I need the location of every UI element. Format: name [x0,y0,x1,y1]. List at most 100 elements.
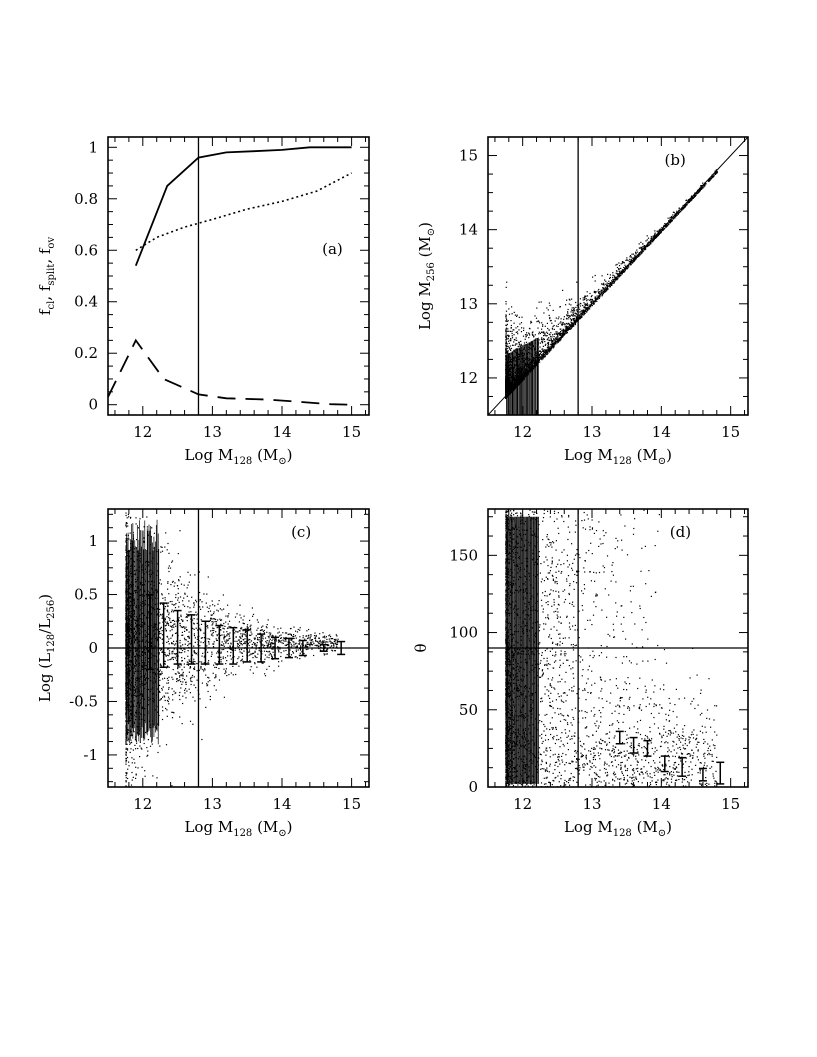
scatter-point [633,260,635,262]
x-tick-label: 15 [721,423,740,441]
scatter-point [517,368,520,370]
scatter-point [574,319,576,321]
scatter-point [691,198,693,200]
scatter-point [646,235,648,237]
scatter-point [521,350,523,352]
scatter-point [203,632,205,634]
scatter-point [572,312,574,314]
scatter-point [160,649,162,651]
scatter-point [560,337,562,339]
scatter-point [552,334,554,336]
scatter-point [184,648,186,650]
scatter-point [222,656,224,658]
scatter-point [672,218,674,220]
scatter-point [177,664,179,666]
scatter-point [672,214,674,216]
scatter-point [255,646,257,648]
scatter-point [609,276,611,279]
scatter-point [159,699,161,701]
scatter-point [529,334,531,336]
scatter-point [223,635,225,638]
scatter-point [318,642,320,645]
scatter-point [126,739,128,741]
scatter-point [604,290,606,292]
scatter-point [223,645,225,647]
scatter-point [537,327,539,329]
scatter-point [139,745,141,747]
scatter-point [311,644,313,646]
scatter-point [665,225,667,227]
scatter-point [642,243,644,245]
scatter-point [551,327,553,329]
scatter-point [171,609,173,611]
panel-label-b: (b) [665,151,686,169]
scatter-point [621,261,624,263]
scatter-point [598,292,600,294]
scatter-point [334,640,336,642]
scatter-point [594,291,596,293]
scatter-point [521,354,523,356]
scatter-point [547,338,549,340]
scatter-point [128,538,130,540]
scatter-point [615,276,617,278]
scatter-point [297,628,299,631]
scatter-point [630,259,632,261]
scatter-point [126,540,128,542]
scatter-point [584,303,586,305]
scatter-point [280,634,282,636]
scatter-point [200,663,202,665]
scatter-point [616,279,618,281]
scatter-point [542,332,544,334]
scatter-point [519,379,521,381]
scatter-point [512,344,514,346]
scatter-point [611,284,613,286]
scatter-point [680,211,682,213]
scatter-point [178,617,180,619]
scatter-point [533,335,535,337]
scatter-point [583,306,585,308]
scatter-point [206,593,208,595]
scatter-point [607,288,609,290]
scatter-point [645,248,647,250]
scatter-point [568,298,570,300]
scatter-point [699,190,701,192]
scatter-point [188,611,190,613]
scatter-point [282,642,284,644]
scatter-point [293,634,295,636]
scatter-point [570,314,573,316]
scatter-point [542,348,544,350]
scatter-point [179,576,181,578]
scatter-point [299,642,301,644]
scatter-point [327,648,329,650]
scatter-point [515,337,517,339]
scatter-point [247,627,250,629]
scatter-point [506,383,509,386]
scatter-point [245,641,247,643]
scatter-point [673,211,675,213]
scatter-point [517,367,519,369]
scatter-point [282,632,284,634]
scatter-point [571,326,573,329]
scatter-point [557,340,559,342]
scatter-point [548,329,550,331]
scatter-point [607,273,609,275]
scatter-point [651,241,654,243]
scatter-point [530,344,532,346]
scatter-point [505,388,507,390]
scatter-point [239,636,242,638]
scatter-point [567,312,569,314]
scatter-point [508,340,510,342]
scatter-point [614,276,616,278]
x-tick-label: 15 [342,423,361,441]
axis-title-text: ) [416,222,434,228]
scatter-point [190,677,192,679]
scatter-point [209,680,211,682]
x-tick-label: 12 [133,423,152,441]
scatter-point [266,640,268,642]
scatter-point [220,651,222,653]
scatter-point [528,337,530,339]
scatter-point [715,172,717,175]
scatter-point [168,638,170,640]
scatter-point [570,304,572,306]
scatter-point [310,639,312,641]
